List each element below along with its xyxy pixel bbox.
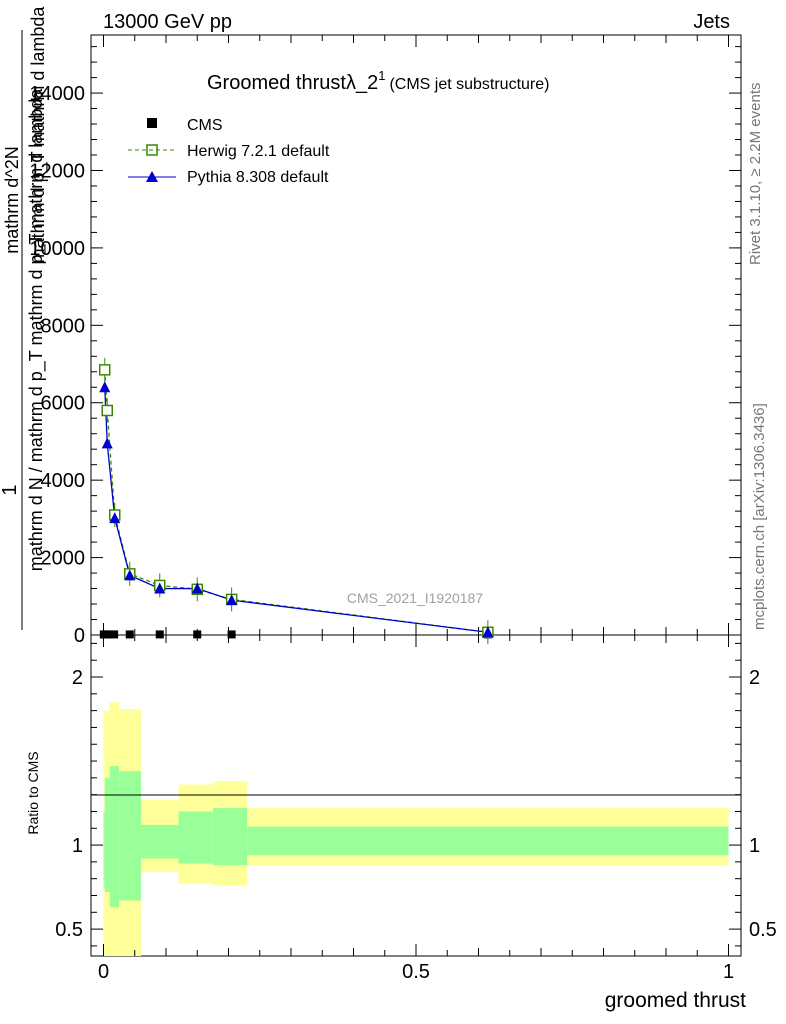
herwig-point: [101, 404, 113, 417]
ratio-ticks: 0.5 0.5 1 1 2 2: [55, 642, 777, 947]
y-tick-label: 12000: [29, 160, 85, 182]
x-tick-label: 0: [98, 961, 109, 983]
ratio-bands: [103, 702, 729, 956]
ratio-y-label: Ratio to CMS: [25, 751, 41, 834]
ratio-band-green: [247, 826, 729, 856]
x-axis-label: groomed thrust: [605, 989, 746, 1012]
y-label-lower: mathrm d p_T mathrm d lambda: [28, 6, 49, 264]
ratio-band-green: [119, 771, 141, 901]
rivet-label: Rivet 3.1.10, ≥ 2.2M events: [747, 83, 764, 266]
mcplots-label: mcplots.cern.ch [arXiv:1306.3436]: [751, 403, 768, 630]
x-tick-label: 1: [723, 961, 734, 983]
ratio-band-green: [212, 808, 248, 866]
series-markers: [99, 357, 494, 645]
main-ticks: 0 2000 4000 6000 8000 10000 12000 14000: [29, 46, 741, 647]
y-tick-label: 4000: [41, 470, 86, 492]
plot-title-sub: (CMS jet substructure): [389, 76, 549, 93]
pythia-point: [226, 594, 238, 606]
y-label-denominator: mathrm d N / mathrm d p_T mathrm d p_T m…: [26, 88, 47, 571]
cms-point: [110, 630, 119, 639]
y-tick-label: 10000: [29, 238, 85, 260]
y-tick-label: 6000: [41, 393, 86, 415]
legend-label-cms: CMS: [187, 117, 223, 134]
herwig-line: [104, 369, 488, 633]
pythia-point: [109, 512, 121, 524]
legend-marker-herwig: [146, 144, 158, 156]
plot-title-main: Groomed thrustλ_2: [207, 72, 378, 94]
plot-title: Groomed thrustλ_21 (CMS jet substructure): [207, 68, 549, 94]
legend-marker-pythia: [146, 171, 158, 182]
legend: CMS Herwig 7.2.1 default Pythia 8.308 de…: [128, 117, 330, 186]
pythia-point: [124, 569, 136, 581]
ratio-tick-label: 1: [72, 835, 83, 857]
analysis-watermark: CMS_2021_I1920187: [347, 590, 483, 606]
herwig-point: [99, 364, 111, 376]
x-tick-label: 0.5: [402, 961, 430, 983]
ratio-band-green: [109, 766, 120, 908]
pythia-point: [101, 437, 113, 449]
ratio-tick-label-right: 2: [749, 667, 760, 689]
plot-title-sup: 1: [378, 68, 385, 83]
ratio-band-green: [141, 824, 179, 859]
pythia-point: [191, 582, 203, 594]
y-tick-label: 0: [74, 625, 85, 647]
legend-label-herwig: Herwig 7.2.1 default: [187, 143, 330, 160]
pythia-point: [99, 381, 111, 393]
y-axis-label: 1 mathrm d N / mathrm d p_T mathrm d p_T…: [0, 6, 49, 630]
ratio-band-green: [104, 777, 110, 893]
legend-marker-cms: [147, 118, 157, 128]
ratio-band-green: [103, 811, 105, 888]
ratio-tick-label-right: 1: [749, 835, 760, 857]
pythia-point: [482, 626, 494, 638]
ratio-tick-label: 2: [72, 667, 83, 689]
cms-point: [104, 630, 113, 639]
y-tick-label: 2000: [41, 548, 86, 570]
y-tick-label: 8000: [41, 315, 86, 337]
cms-point: [227, 630, 236, 639]
x-ticks: 0 0.5 1: [98, 35, 734, 983]
y-label-upper: mathrm d^2N: [2, 146, 22, 253]
energy-label: 13000 GeV pp: [103, 11, 232, 33]
pythia-point: [154, 582, 166, 594]
ratio-tick-label: 0.5: [55, 919, 83, 941]
cms-point: [193, 630, 202, 639]
legend-label-pythia: Pythia 8.308 default: [187, 169, 329, 186]
process-label: Jets: [693, 11, 730, 33]
ratio-band-green: [178, 811, 213, 864]
ratio-tick-label-right: 0.5: [749, 919, 777, 941]
cms-point: [125, 630, 134, 639]
y-tick-label: 14000: [29, 83, 85, 105]
cms-point: [155, 630, 164, 639]
y-label-numerator: 1: [0, 484, 21, 495]
